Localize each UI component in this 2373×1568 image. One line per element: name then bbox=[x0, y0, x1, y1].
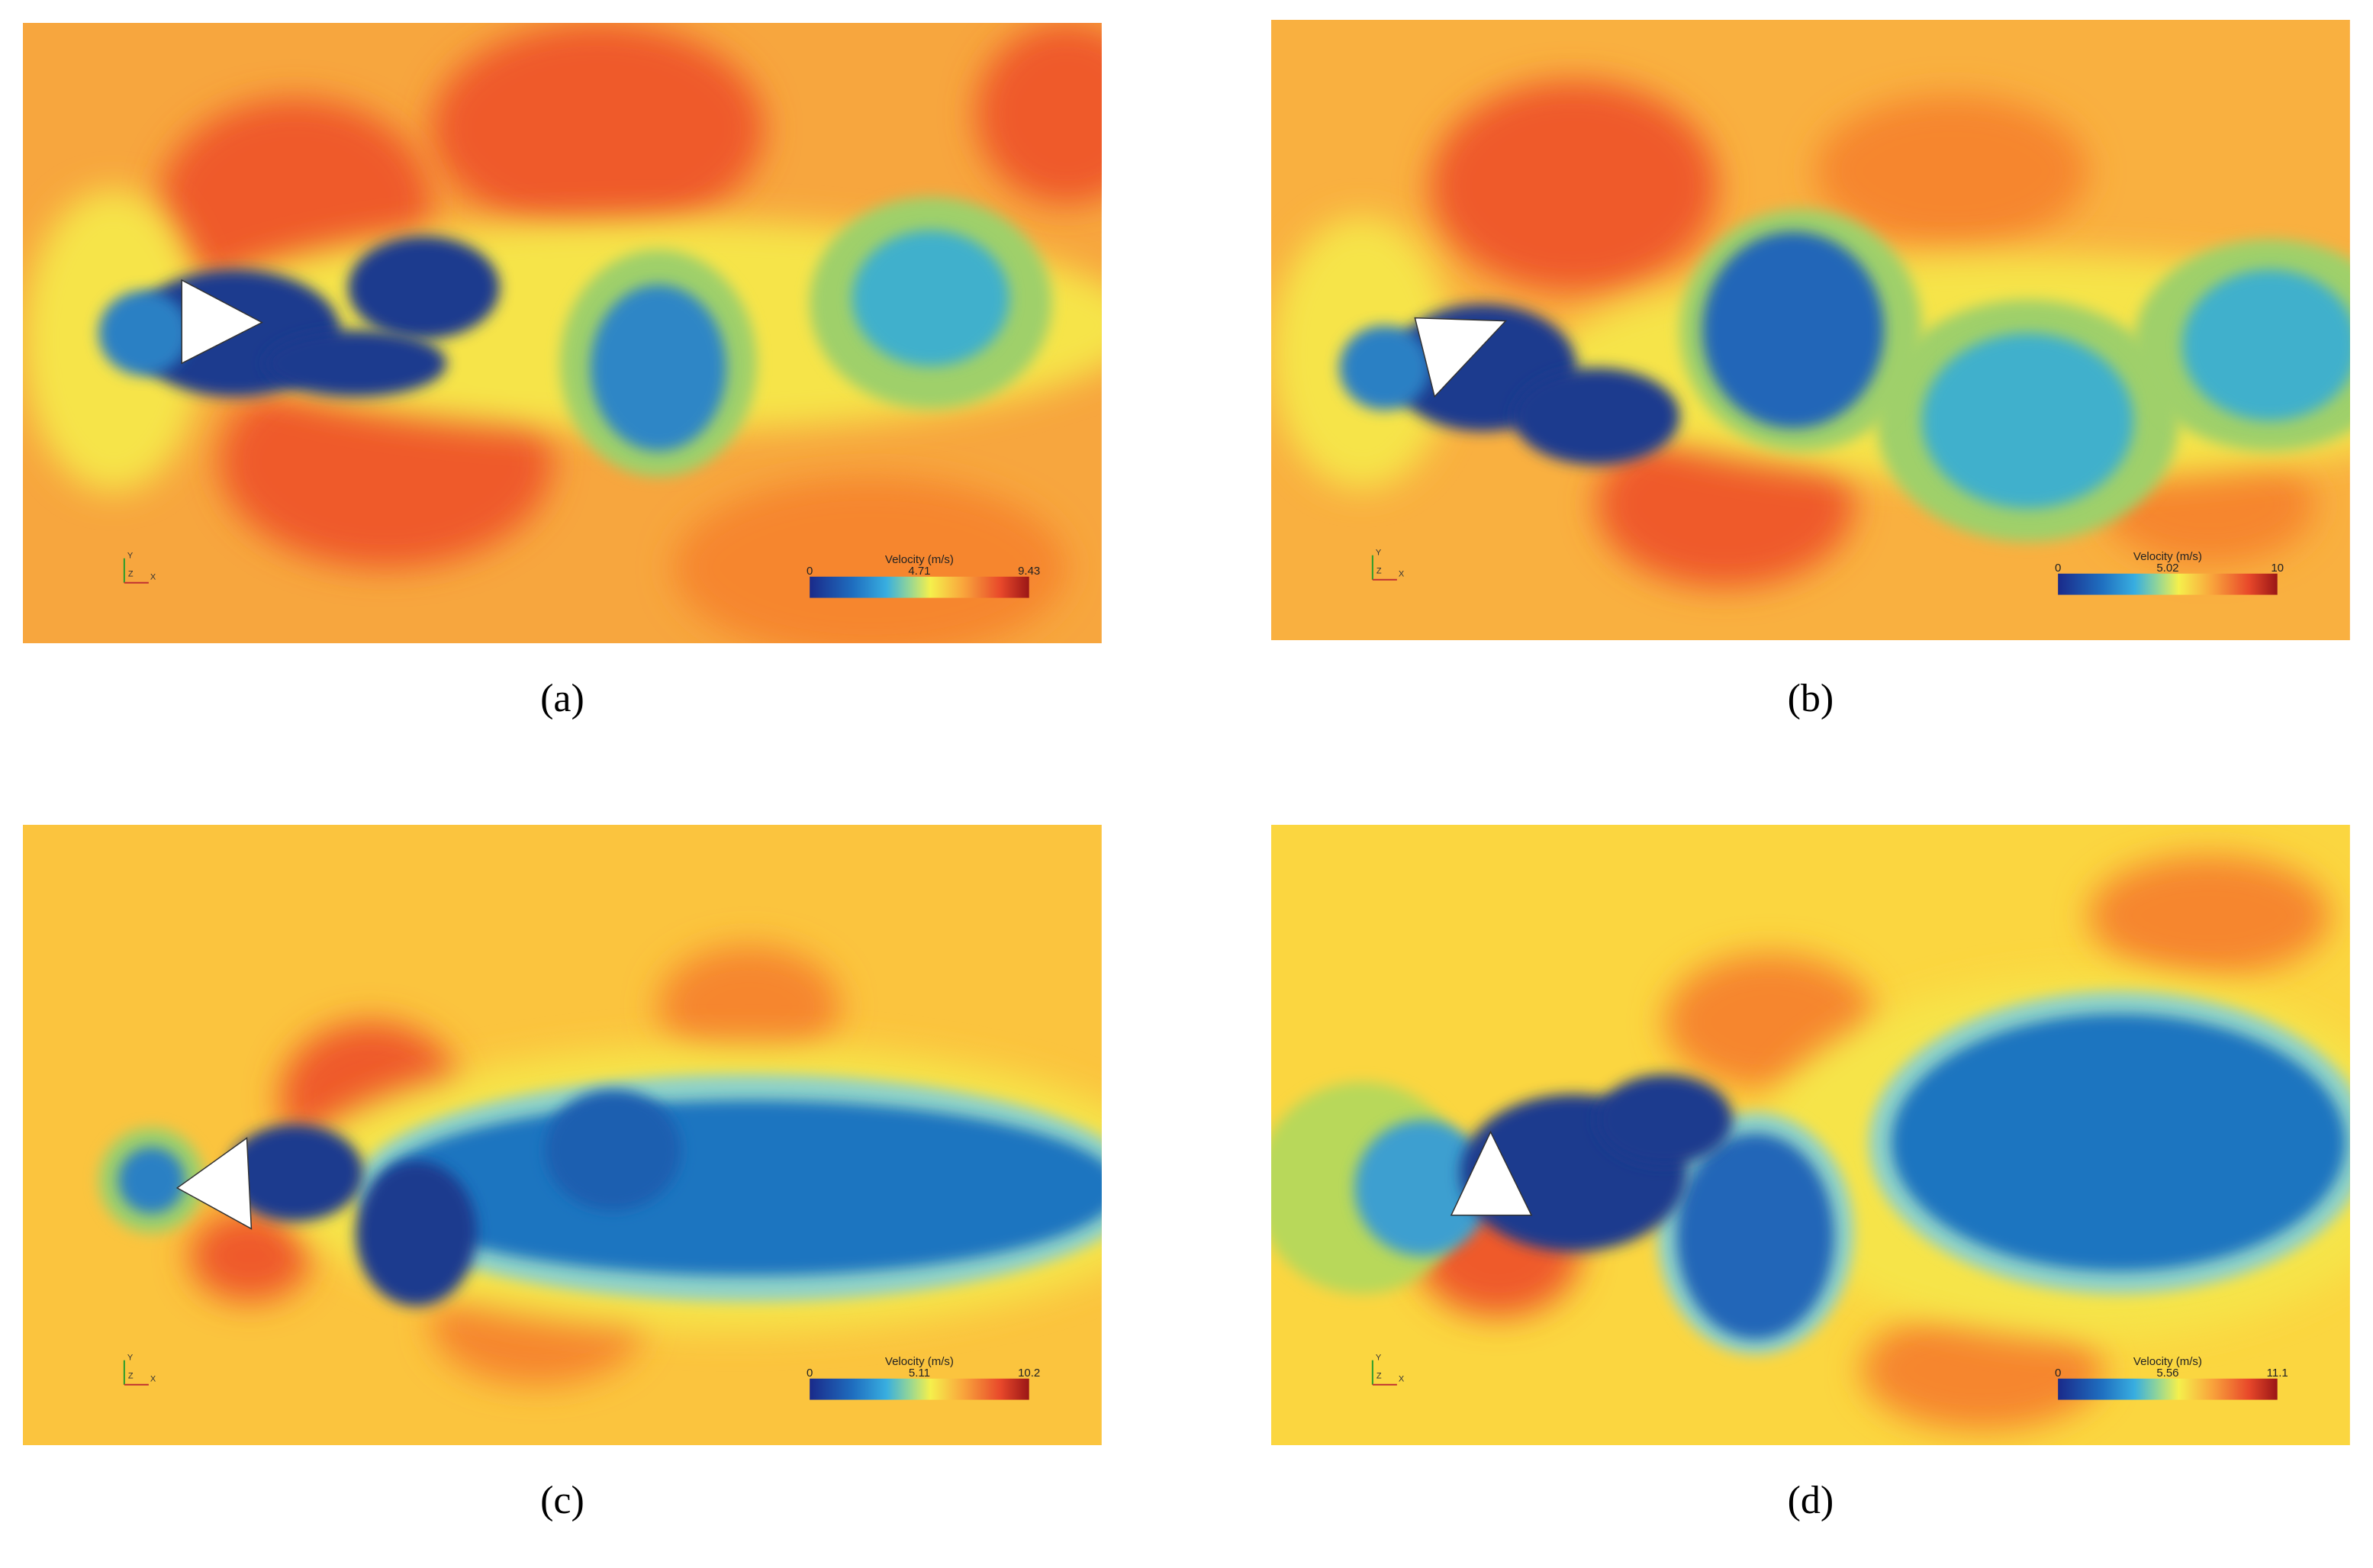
flow-region bbox=[356, 1161, 477, 1306]
triangle-body bbox=[175, 1137, 253, 1230]
caption: (b) bbox=[1788, 677, 1834, 720]
caption: (d) bbox=[1788, 1479, 1834, 1522]
legend-mid: 5.02 bbox=[2156, 562, 2178, 575]
flow-region bbox=[2088, 855, 2331, 977]
flow-region bbox=[976, 23, 1102, 204]
legend-min: 0 bbox=[2055, 562, 2061, 575]
colorbar bbox=[2058, 573, 2278, 595]
legend-mid: 4.71 bbox=[908, 565, 930, 578]
axis-label-y: Y bbox=[1376, 549, 1382, 558]
axis-label-x: X bbox=[150, 1375, 156, 1384]
flow-region bbox=[1354, 1119, 1491, 1257]
triangle-body bbox=[181, 279, 263, 365]
flow-region bbox=[852, 230, 1009, 367]
legend-title: Velocity (m/s) bbox=[2133, 1355, 2202, 1368]
legend-min: 0 bbox=[807, 1367, 813, 1380]
panel: Velocity (m/s) 0 5.11 10.2 YZ X bbox=[23, 825, 1102, 1446]
colorbar bbox=[810, 1378, 1029, 1400]
legend-title: Velocity (m/s) bbox=[2133, 550, 2202, 563]
legend-min: 0 bbox=[2055, 1367, 2061, 1380]
flow-field bbox=[23, 23, 1102, 644]
flow-region bbox=[673, 476, 1067, 644]
flow-field bbox=[23, 825, 1102, 1446]
axis-label-z: Z bbox=[1376, 567, 1382, 576]
caption: (c) bbox=[540, 1479, 584, 1522]
axis-label-y: Y bbox=[127, 1354, 134, 1363]
flow-region bbox=[658, 945, 840, 1067]
flow-region bbox=[1596, 1074, 1733, 1166]
flow-region bbox=[590, 285, 727, 452]
flow-region bbox=[1892, 1013, 2346, 1271]
colorbar bbox=[810, 576, 1029, 598]
axis-label-x: X bbox=[1399, 570, 1405, 579]
flow-region bbox=[98, 290, 190, 376]
axis-label-y: Y bbox=[127, 552, 134, 561]
caption: (a) bbox=[540, 677, 584, 720]
flow-region bbox=[189, 1210, 311, 1302]
legend-min: 0 bbox=[807, 565, 813, 578]
flow-field bbox=[1271, 825, 2350, 1446]
flow-region bbox=[1339, 325, 1431, 411]
flow-region bbox=[265, 330, 447, 397]
axis-label-z: Z bbox=[128, 1372, 134, 1381]
flow-region bbox=[348, 236, 500, 340]
axis-label-z: Z bbox=[128, 570, 134, 579]
panel: Velocity (m/s) 0 4.71 9.43 YZ X bbox=[23, 23, 1102, 644]
flow-region bbox=[1430, 80, 1718, 292]
flow-region bbox=[118, 1147, 185, 1214]
colorbar bbox=[2058, 1378, 2278, 1400]
flow-field bbox=[1271, 20, 2350, 641]
legend-max: 10.2 bbox=[1018, 1367, 1040, 1380]
flow-region bbox=[378, 1100, 1102, 1276]
legend-title: Velocity (m/s) bbox=[885, 553, 954, 566]
flow-region bbox=[431, 23, 765, 235]
panel: Velocity (m/s) 0 5.02 10 YZ X bbox=[1271, 20, 2350, 641]
flow-region bbox=[227, 1124, 364, 1222]
flow-region bbox=[1513, 368, 1680, 465]
triangle-body bbox=[1450, 1130, 1533, 1216]
legend-mid: 5.11 bbox=[909, 1367, 930, 1380]
flow-region bbox=[1676, 1133, 1834, 1340]
flow-region bbox=[1702, 231, 1885, 429]
triangle-body bbox=[1414, 317, 1508, 398]
flow-region bbox=[1815, 95, 2088, 247]
legend-mid: 5.56 bbox=[2156, 1367, 2178, 1380]
panel: Velocity (m/s) 0 5.56 11.1 YZ X bbox=[1271, 825, 2350, 1446]
flow-region bbox=[1921, 333, 2134, 509]
flow-region bbox=[1861, 1309, 2104, 1431]
flow-region bbox=[2181, 269, 2350, 421]
axis-label-y: Y bbox=[1376, 1354, 1382, 1363]
legend-max: 10 bbox=[2271, 562, 2284, 575]
axis-label-x: X bbox=[1399, 1375, 1405, 1384]
axis-label-x: X bbox=[150, 573, 156, 582]
axis-label-z: Z bbox=[1376, 1372, 1382, 1381]
legend-title: Velocity (m/s) bbox=[885, 1355, 954, 1368]
flow-region bbox=[545, 1090, 681, 1211]
legend-max: 9.43 bbox=[1018, 565, 1040, 578]
legend-max: 11.1 bbox=[2267, 1367, 2288, 1380]
